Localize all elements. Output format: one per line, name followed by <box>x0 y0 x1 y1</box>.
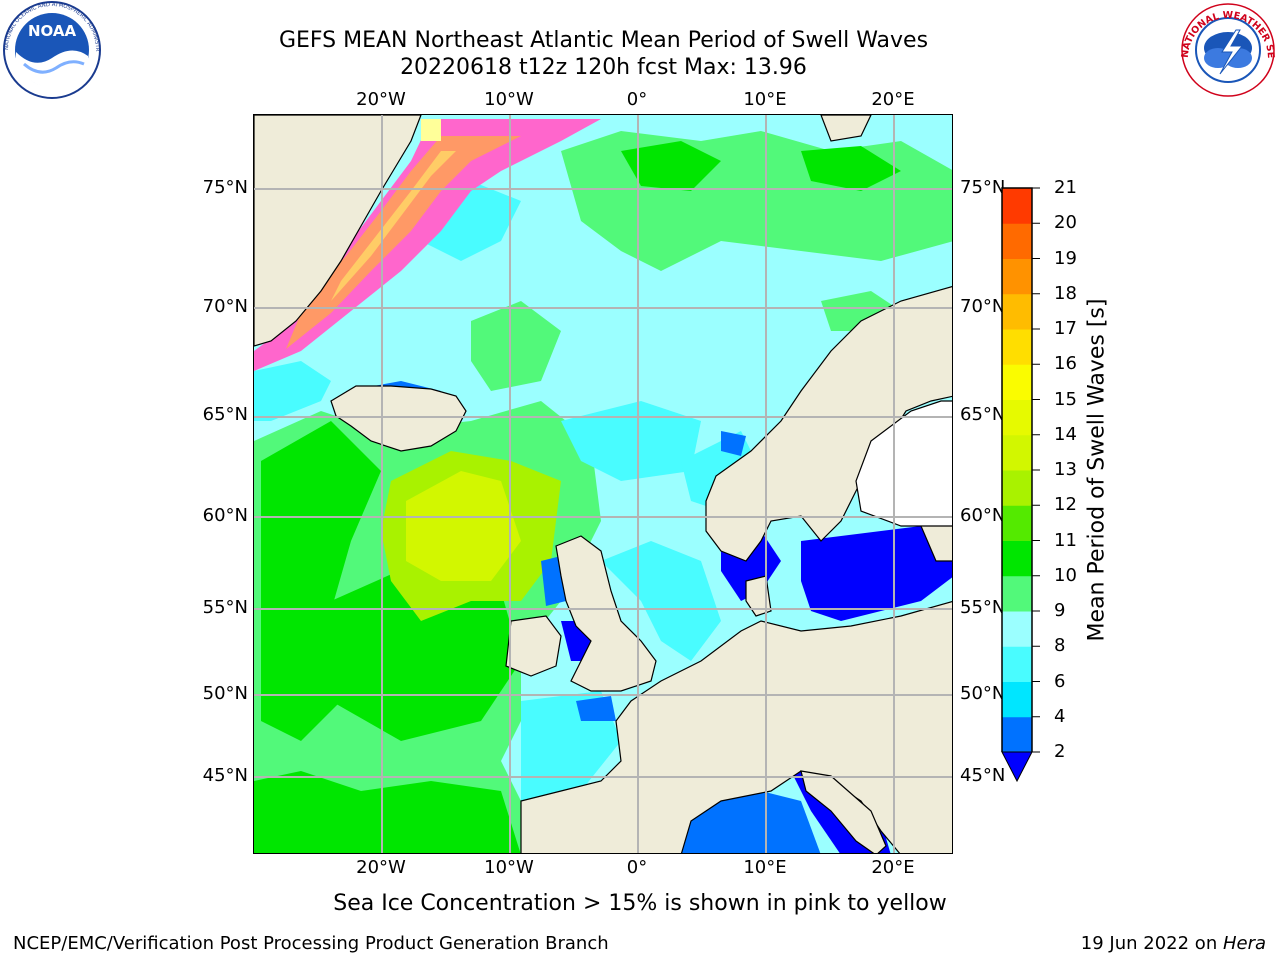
colorbar-tick-label: 18 <box>1054 282 1077 304</box>
lat-label-right: 45°N <box>960 765 1006 786</box>
land <box>254 115 952 853</box>
lat-label-left: 45°N <box>202 765 248 786</box>
colorbar-segment <box>1002 681 1032 718</box>
map-canvas <box>254 115 952 853</box>
colorbar-segment <box>1002 716 1032 753</box>
colorbar-tick-label: 17 <box>1054 318 1077 339</box>
colorbar-segment <box>1002 470 1032 506</box>
lat-label-right: 70°N <box>960 296 1006 317</box>
colorbar-segment <box>1002 293 1032 330</box>
lat-label-right: 65°N <box>960 404 1006 425</box>
lon-label-top: 10°W <box>484 89 534 110</box>
greenland <box>254 115 422 347</box>
colorbar-tick-label: 14 <box>1054 423 1077 445</box>
lon-label-bottom: 10°E <box>743 857 787 878</box>
lat-label-right: 60°N <box>960 505 1006 526</box>
credit-line: NCEP/EMC/Verification Post Processing Pr… <box>13 933 609 954</box>
colorbar-tick-label: 20 <box>1054 212 1077 234</box>
colorbar-segment <box>1002 223 1032 259</box>
colorbar-tick-label: 10 <box>1054 564 1077 586</box>
colorbar-tick-label: 21 <box>1054 177 1077 198</box>
sea-ice-caption: Sea Ice Concentration > 15% is shown in … <box>333 891 947 916</box>
date-line: 19 Jun 2022 on Hera <box>1081 933 1266 954</box>
lon-label-bottom: 20°W <box>356 857 406 878</box>
lat-label-right: 55°N <box>960 597 1006 618</box>
chart-title: GEFS MEAN Northeast Atlantic Mean Period… <box>278 28 929 53</box>
iceland <box>330 385 467 452</box>
lon-label-top: 20°W <box>356 89 406 110</box>
colorbar-segment <box>1002 364 1032 400</box>
nws-logo: NATIONAL WEATHER SERVICE <box>1178 0 1276 97</box>
lon-label-top: 20°E <box>871 89 915 110</box>
colorbar-segment <box>1002 611 1032 647</box>
colorbar-tick-label: 19 <box>1054 247 1077 269</box>
colorbar-tick-label: 4 <box>1054 705 1066 727</box>
lat-label-right: 50°N <box>960 683 1006 704</box>
lon-label-top: 0° <box>626 89 648 110</box>
map-panel[interactable] <box>253 114 953 854</box>
colorbar-tick-label: 16 <box>1054 353 1077 375</box>
colorbar-segment <box>1002 646 1032 682</box>
colorbar-tick-label: 9 <box>1054 600 1066 621</box>
host-name: Hera <box>1222 933 1266 954</box>
lat-label-left: 55°N <box>202 597 248 618</box>
lat-label-left: 60°N <box>202 505 248 526</box>
colorbar <box>1001 187 1040 783</box>
noaa-logo: NOAA NATIONAL OCEANIC AND ATMOSPHERIC AD… <box>0 0 101 99</box>
colorbar-tick-label: 12 <box>1054 494 1077 516</box>
colorbar-segment <box>1002 575 1032 612</box>
colorbar-segment <box>1002 329 1032 365</box>
colorbar-extend-arrow <box>1001 751 1033 783</box>
lon-label-bottom: 10°W <box>484 857 534 878</box>
ireland <box>505 615 562 677</box>
colorbar-segment <box>1002 188 1032 224</box>
graticule <box>254 115 952 853</box>
colorbar-tick-label: 2 <box>1054 741 1066 762</box>
date-text: 19 Jun 2022 on <box>1080 933 1223 954</box>
colorbar-title: Mean Period of Swell Waves [s] <box>1084 298 1110 642</box>
lat-label-left: 70°N <box>202 296 248 317</box>
lat-label-right: 75°N <box>960 177 1006 198</box>
lon-label-bottom: 20°E <box>871 857 915 878</box>
colorbar-segment <box>1002 399 1032 436</box>
colorbar-tick-label: 15 <box>1054 388 1077 410</box>
lat-label-left: 75°N <box>202 177 248 198</box>
lon-label-bottom: 0° <box>626 857 648 878</box>
colorbar-tick-label: 13 <box>1054 459 1077 480</box>
lat-label-left: 50°N <box>202 683 248 704</box>
noaa-wordmark: NOAA <box>28 22 77 40</box>
colorbar-tick-label: 8 <box>1054 635 1066 657</box>
colorbar-segment <box>1002 258 1032 295</box>
lat-label-left: 65°N <box>202 404 248 425</box>
colorbar-tick-label: 11 <box>1054 529 1077 551</box>
colorbar-segment <box>1002 505 1032 541</box>
colorbar-tick-label: 6 <box>1054 670 1066 692</box>
colorbar-segment <box>1002 434 1032 471</box>
colorbar-segment <box>1002 540 1032 577</box>
svalbard <box>820 115 872 142</box>
lon-label-top: 10°E <box>743 89 787 110</box>
chart-subtitle: 20220618 t12z 120h fcst Max: 13.96 <box>400 55 807 80</box>
great-britain <box>555 535 657 692</box>
